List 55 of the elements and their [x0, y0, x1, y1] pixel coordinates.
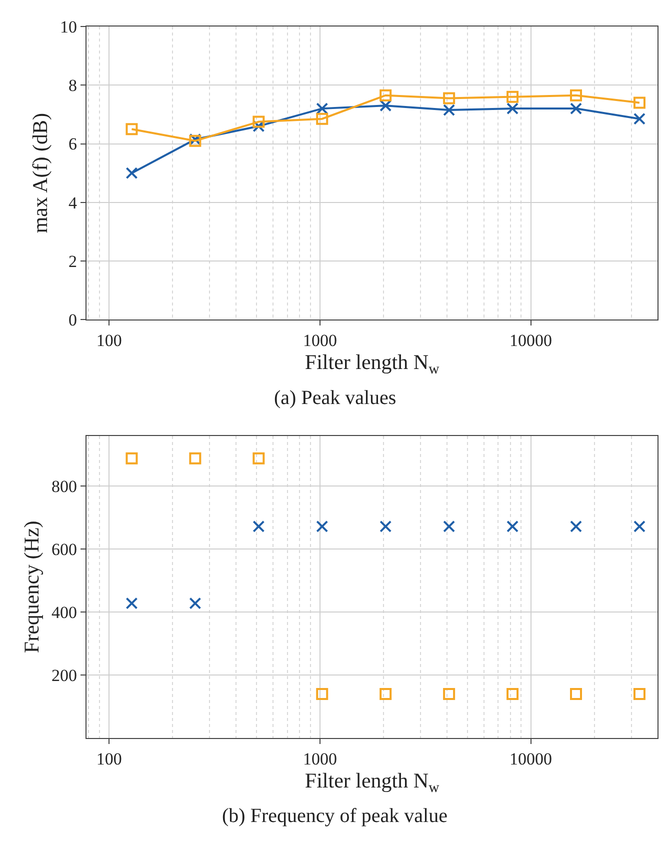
point — [380, 89, 392, 102]
point — [380, 520, 392, 532]
point — [570, 89, 582, 102]
y-tick-label: 0 — [68, 310, 77, 330]
point — [443, 520, 456, 532]
text: (b) Frequency of peak value — [222, 805, 448, 827]
point — [126, 597, 138, 610]
y-tick-label: 600 — [51, 540, 77, 560]
point — [443, 92, 456, 104]
text: (a) Peak values — [274, 387, 396, 409]
y-tick-label: 4 — [68, 193, 78, 212]
x-tick-label: 100 — [96, 749, 122, 768]
point — [126, 452, 138, 464]
point — [633, 520, 646, 532]
point — [126, 167, 138, 180]
x-tick-label: 10000 — [510, 749, 552, 768]
point — [252, 120, 265, 132]
x-axis-title: Filter length N$_{w}$ — [304, 350, 440, 378]
point — [633, 112, 646, 125]
x-axis-title: Filter length N$_{w}$ — [304, 768, 440, 796]
point — [506, 90, 519, 103]
point — [506, 688, 519, 700]
point — [316, 520, 328, 532]
point — [380, 100, 392, 112]
y-tick-label: 10 — [60, 17, 77, 36]
y-tick-label: 6 — [68, 134, 77, 154]
point — [189, 452, 202, 464]
point — [316, 112, 328, 125]
point — [570, 102, 582, 115]
point — [380, 688, 392, 700]
y-tick-label: 2 — [68, 252, 77, 272]
point — [506, 102, 519, 115]
point — [126, 123, 138, 136]
point — [633, 96, 646, 109]
point — [252, 116, 265, 128]
point — [506, 520, 519, 532]
y-tick-label: 8 — [68, 76, 77, 96]
point — [316, 688, 328, 700]
point — [633, 688, 646, 700]
y-tick-label: 200 — [51, 666, 77, 686]
point — [189, 597, 202, 610]
point — [252, 520, 265, 532]
point — [570, 520, 582, 532]
x-tick-label: 1000 — [302, 749, 337, 768]
point — [570, 688, 582, 700]
x-tick-label: 100 — [96, 331, 122, 350]
y-axis-title: Frequency (Hz) — [20, 520, 44, 654]
point — [443, 688, 456, 700]
y-tick-label: 400 — [51, 603, 77, 622]
point — [443, 104, 456, 116]
point — [252, 452, 265, 464]
y-tick-label: 800 — [51, 477, 77, 496]
x-tick-label: 10000 — [510, 331, 552, 350]
x-tick-label: 1000 — [302, 331, 337, 350]
y-axis-title: max A(f) (dB) — [28, 113, 52, 234]
